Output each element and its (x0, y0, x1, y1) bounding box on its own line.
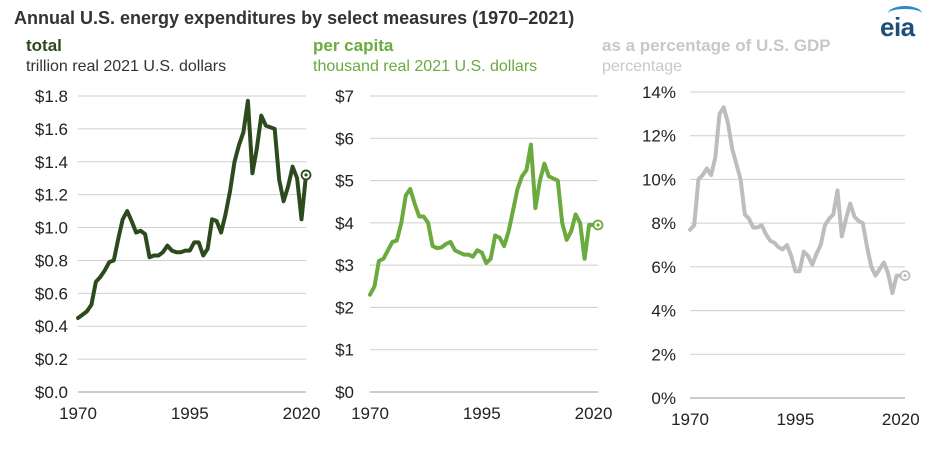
panel-2-last-point-dot (596, 223, 600, 227)
panel-1-y-tick-label: $1.0 (35, 219, 68, 238)
panel-1-title: total (26, 36, 62, 55)
eia-logo: eia (880, 12, 915, 42)
panel-2-x-tick-label: 1995 (463, 404, 501, 423)
panel-1-y-tick-label: $1.8 (35, 87, 68, 106)
panel-1-y-tick-label: $0.8 (35, 251, 68, 270)
panel-1-y-tick-label: $0.4 (35, 317, 68, 336)
panel-2-y-tick-label: $2 (335, 298, 354, 317)
panel-1-y-tick-label: $1.2 (35, 186, 68, 205)
chart-title: Annual U.S. energy expenditures by selec… (14, 8, 575, 28)
panel-1-y-tick-label: $1.4 (35, 153, 68, 172)
panel-2-y-tick-label: $7 (335, 87, 354, 106)
panel-1-y-tick-label: $0.6 (35, 284, 68, 303)
panel-1-unit: trillion real 2021 U.S. dollars (26, 58, 227, 75)
panel-3-title: as a percentage of U.S. GDP (602, 36, 831, 55)
panel-3-x-tick-label: 1995 (776, 410, 814, 429)
panel-3-unit: percentage (602, 58, 683, 75)
panel-3-y-tick-label: 10% (642, 170, 676, 189)
panel-1-y-tick-label: $0.2 (35, 350, 68, 369)
panel-2-series-line (368, 142, 600, 297)
eia-logo-arc-icon (888, 6, 922, 21)
panel-2-y-tick-label: $6 (335, 129, 354, 148)
panel-3-last-point-dot (903, 274, 907, 278)
panel-1-y-tick-label: $0.0 (35, 383, 68, 402)
panel-2-y-tick-label: $0 (335, 383, 354, 402)
panel-1-x-tick-label: 2020 (283, 404, 321, 423)
panel-1-series-line (76, 98, 308, 320)
panel-3-y-tick-label: 6% (651, 258, 676, 277)
panel-3-y-tick-label: 8% (651, 214, 676, 233)
panel-2-title: per capita (313, 36, 394, 55)
panel-2-y-tick-label: $3 (335, 256, 354, 275)
panel-2-y-tick-label: $4 (335, 214, 354, 233)
panel-3-x-tick-label: 2020 (882, 410, 920, 429)
panel-1-last-point-dot (304, 173, 308, 177)
panel-3-y-tick-label: 4% (651, 302, 676, 321)
panel-3-y-tick-label: 2% (651, 345, 676, 364)
panel-2-x-tick-label: 1970 (351, 404, 389, 423)
panel-3-series-line (688, 105, 907, 296)
panel-3-y-tick-label: 12% (642, 127, 676, 146)
panel-2-y-tick-label: $5 (335, 172, 354, 191)
panel-2-y-tick-label: $1 (335, 341, 354, 360)
panel-2-unit: thousand real 2021 U.S. dollars (313, 58, 538, 75)
panel-3-y-tick-label: 14% (642, 83, 676, 102)
panel-2-x-tick-label: 2020 (575, 404, 613, 423)
panel-1-y-tick-label: $1.6 (35, 120, 68, 139)
panel-1-x-tick-label: 1995 (171, 404, 209, 423)
panel-3-y-tick-label: 0% (651, 389, 676, 408)
panel-1-x-tick-label: 1970 (59, 404, 97, 423)
panel-3-x-tick-label: 1970 (671, 410, 709, 429)
